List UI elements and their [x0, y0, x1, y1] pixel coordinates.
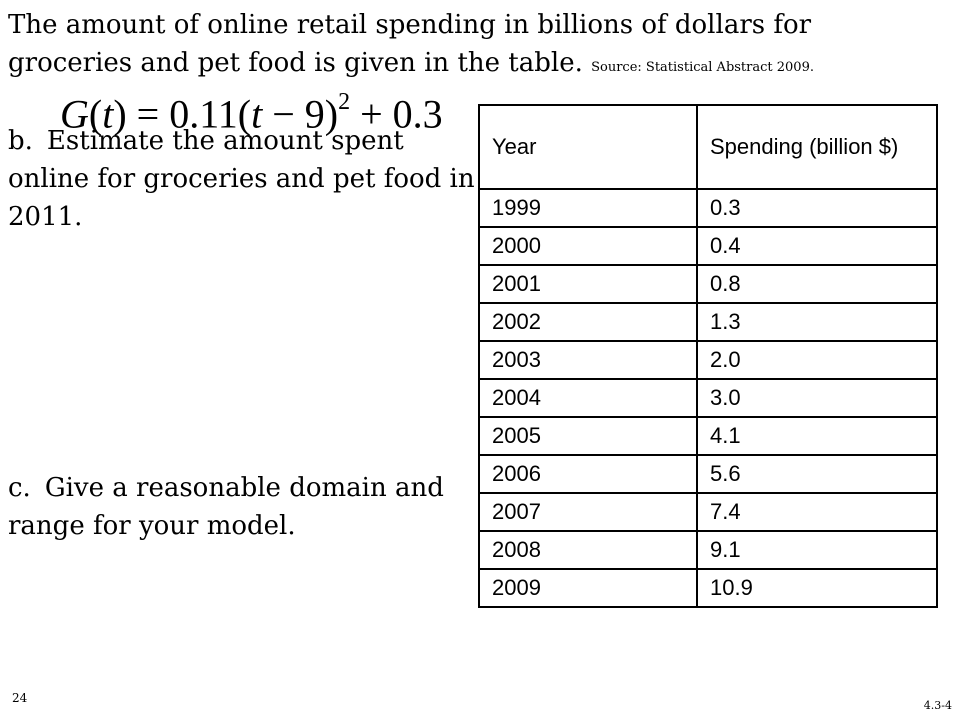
- slide-code: 4.3-4: [923, 699, 952, 712]
- table-row: 2004 3.0: [478, 378, 938, 418]
- intro-text: The amount of online retail spending in …: [8, 10, 812, 78]
- cell-spending: 0.8: [696, 264, 938, 304]
- cell-spending: 9.1: [696, 530, 938, 570]
- header-spending: Spending (billion $): [696, 104, 938, 190]
- cell-year: 2006: [478, 454, 698, 494]
- formula-exponent: 2: [338, 89, 351, 115]
- table-row: 2001 0.8: [478, 264, 938, 304]
- question-part-c: c. Give a reasonable domain and range for…: [8, 469, 458, 545]
- table-row: 2008 9.1: [478, 530, 938, 570]
- table-row: 2007 7.4: [478, 492, 938, 532]
- part-b-letter: b.: [8, 126, 33, 156]
- cell-spending: 10.9: [696, 568, 938, 608]
- model-formula: G(t) = 0.11(t − 9)2 + 0.3: [60, 82, 443, 138]
- cell-spending: 5.6: [696, 454, 938, 494]
- cell-year: 2005: [478, 416, 698, 456]
- cell-year: 2008: [478, 530, 698, 570]
- cell-year: 1999: [478, 188, 698, 228]
- part-c-letter: c.: [8, 473, 31, 503]
- cell-spending: 2.0: [696, 340, 938, 380]
- cell-year: 2000: [478, 226, 698, 266]
- cell-year: 2007: [478, 492, 698, 532]
- cell-spending: 1.3: [696, 302, 938, 342]
- cell-spending: 7.4: [696, 492, 938, 532]
- header-year: Year: [478, 104, 698, 190]
- table-row: 1999 0.3: [478, 188, 938, 228]
- cell-year: 2004: [478, 378, 698, 418]
- intro-paragraph: The amount of online retail spending in …: [8, 6, 938, 87]
- spending-table: Year Spending (billion $) 1999 0.3 2000 …: [478, 104, 938, 608]
- part-c-text: Give a reasonable domain and range for y…: [8, 473, 444, 541]
- cell-spending: 3.0: [696, 378, 938, 418]
- table-header-row: Year Spending (billion $): [478, 104, 938, 190]
- table-row: 2002 1.3: [478, 302, 938, 342]
- formula-lhs: G(t) =: [60, 91, 170, 137]
- cell-year: 2001: [478, 264, 698, 304]
- page-number: 24: [12, 691, 28, 705]
- formula-rhs-suffix: + 0.3: [350, 91, 443, 137]
- table-row: 2000 0.4: [478, 226, 938, 266]
- question-part-b: b. Estimate the amount spent online for g…: [8, 122, 478, 236]
- table-row: 2003 2.0: [478, 340, 938, 380]
- part-b-text: Estimate the amount spent online for gro…: [8, 126, 475, 232]
- table-row: 2006 5.6: [478, 454, 938, 494]
- cell-spending: 0.4: [696, 226, 938, 266]
- table-row: 2005 4.1: [478, 416, 938, 456]
- table-row: 2009 10.9: [478, 568, 938, 608]
- cell-year: 2002: [478, 302, 698, 342]
- cell-year: 2009: [478, 568, 698, 608]
- cell-year: 2003: [478, 340, 698, 380]
- cell-spending: 4.1: [696, 416, 938, 456]
- formula-rhs-prefix: 0.11(t − 9): [169, 91, 339, 137]
- cell-spending: 0.3: [696, 188, 938, 228]
- source-note: Source: Statistical Abstract 2009.: [591, 60, 814, 75]
